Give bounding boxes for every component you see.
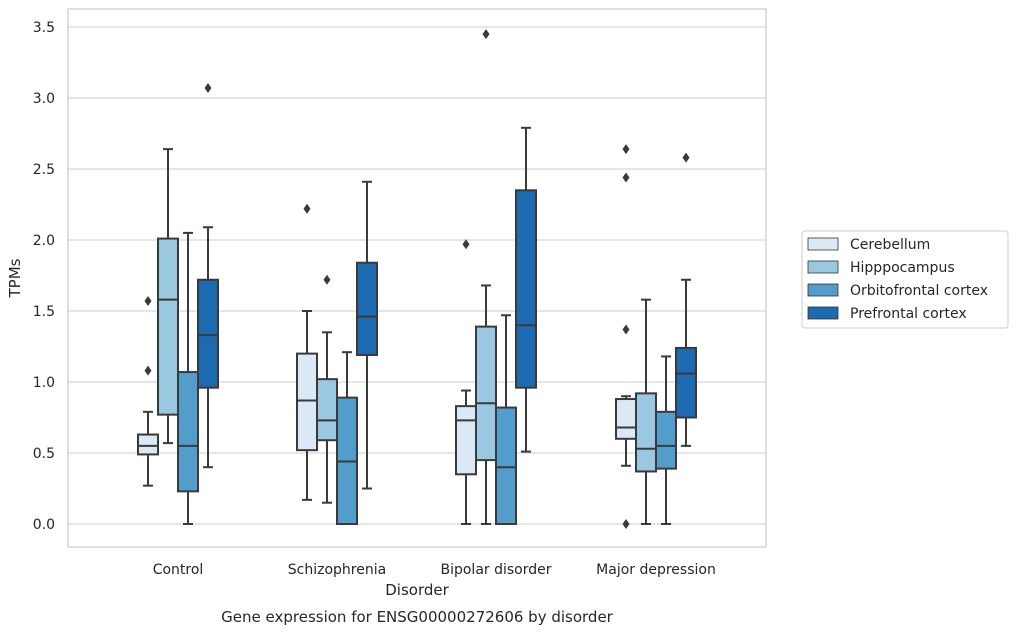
x-tick-label-0: Control bbox=[153, 562, 204, 578]
x-tick-labels: Control Schizophrenia Bipolar disorder Majo… bbox=[153, 562, 716, 578]
y-tick-label-0: 0.0 bbox=[33, 517, 55, 533]
box-0-0-outlier-0 bbox=[144, 365, 152, 376]
box-0-0-body bbox=[137, 433, 159, 456]
legend-swatch-prefrontal-cortex bbox=[807, 306, 839, 320]
box-0-3 bbox=[197, 83, 219, 469]
x-axis-title: Disorder bbox=[385, 581, 449, 599]
box-plot-area bbox=[137, 29, 697, 529]
legend-label-hippocampus: Hipppocampus bbox=[850, 260, 955, 276]
y-tick-label-1: 0.5 bbox=[33, 446, 55, 462]
x-tick-label-2: Bipolar disorder bbox=[440, 562, 551, 578]
box-0-1-body bbox=[157, 237, 179, 416]
box-3-3-outlier-0 bbox=[682, 152, 690, 163]
box-0-3-outlier-0 bbox=[204, 83, 212, 94]
box-1-1 bbox=[316, 274, 338, 504]
box-2-1-outlier-0 bbox=[482, 29, 490, 40]
box-3-2 bbox=[655, 355, 677, 525]
chart-caption: Gene expression for ENSG00000272606 by d… bbox=[221, 608, 614, 626]
y-tick-label-7: 3.5 bbox=[33, 20, 55, 36]
box-3-1-body bbox=[635, 392, 657, 473]
box-2-0-body bbox=[455, 405, 477, 476]
box-2-0-outlier-0 bbox=[462, 239, 470, 250]
x-tick-label-1: Schizophrenia bbox=[288, 562, 386, 578]
box-2-3-body bbox=[515, 189, 537, 389]
plot-frame bbox=[67, 8, 767, 548]
box-3-1 bbox=[635, 298, 657, 525]
box-2-1-body bbox=[475, 325, 497, 462]
box-2-1 bbox=[475, 29, 497, 525]
box-3-0-outlier-0 bbox=[622, 519, 630, 529]
box-2-2 bbox=[495, 314, 517, 525]
box-0-2 bbox=[177, 231, 199, 525]
legend-swatch-orbitofrontal-cortex bbox=[807, 283, 839, 297]
box-0-1 bbox=[157, 148, 179, 445]
y-tick-label-4: 2.0 bbox=[33, 233, 55, 249]
box-3-3 bbox=[675, 152, 697, 447]
y-tick-label-2: 1.0 bbox=[33, 375, 55, 391]
box-1-3-body bbox=[356, 261, 378, 357]
box-1-3 bbox=[356, 180, 378, 490]
box-1-0 bbox=[296, 203, 318, 501]
y-tick-label-5: 2.5 bbox=[33, 162, 55, 178]
legend: Cerebellum Hipppocampus Orbitofrontal co… bbox=[801, 230, 1009, 329]
y-tick-labels: 0.0 0.5 1.0 1.5 2.0 2.5 3.0 3.5 bbox=[33, 20, 55, 533]
box-1-0-body bbox=[296, 352, 318, 452]
y-axis-title: TPMs bbox=[6, 258, 24, 298]
legend-label-cerebellum: Cerebellum bbox=[850, 237, 930, 253]
box-1-1-body bbox=[316, 378, 338, 442]
box-3-2-body bbox=[655, 410, 677, 470]
y-tick-label-3: 1.5 bbox=[33, 304, 55, 320]
box-3-0 bbox=[615, 144, 637, 529]
box-3-0-outlier-3 bbox=[622, 144, 630, 155]
y-tick-label-6: 3.0 bbox=[33, 91, 55, 107]
box-3-0-body bbox=[615, 398, 637, 440]
box-1-0-outlier-0 bbox=[303, 203, 311, 214]
box-0-0-outlier-1 bbox=[144, 296, 152, 307]
box-0-2-body bbox=[177, 371, 199, 493]
box-0-3-body bbox=[197, 278, 219, 389]
box-3-0-outlier-1 bbox=[622, 324, 630, 335]
legend-label-orbitofrontal-cortex: Orbitofrontal cortex bbox=[850, 283, 988, 299]
box-0-0 bbox=[137, 296, 159, 487]
legend-label-prefrontal-cortex: Prefrontal cortex bbox=[850, 306, 967, 322]
box-3-0-outlier-2 bbox=[622, 172, 630, 183]
box-2-3 bbox=[515, 126, 537, 453]
x-tick-label-3: Major depression bbox=[596, 562, 716, 578]
legend-swatch-cerebellum bbox=[807, 237, 839, 251]
legend-frame bbox=[801, 230, 1009, 329]
box-1-1-outlier-0 bbox=[323, 274, 331, 285]
legend-swatch-hippocampus bbox=[807, 260, 839, 274]
box-2-2-body bbox=[495, 406, 517, 525]
box-1-2 bbox=[336, 351, 358, 525]
box-3-3-body bbox=[675, 346, 697, 419]
